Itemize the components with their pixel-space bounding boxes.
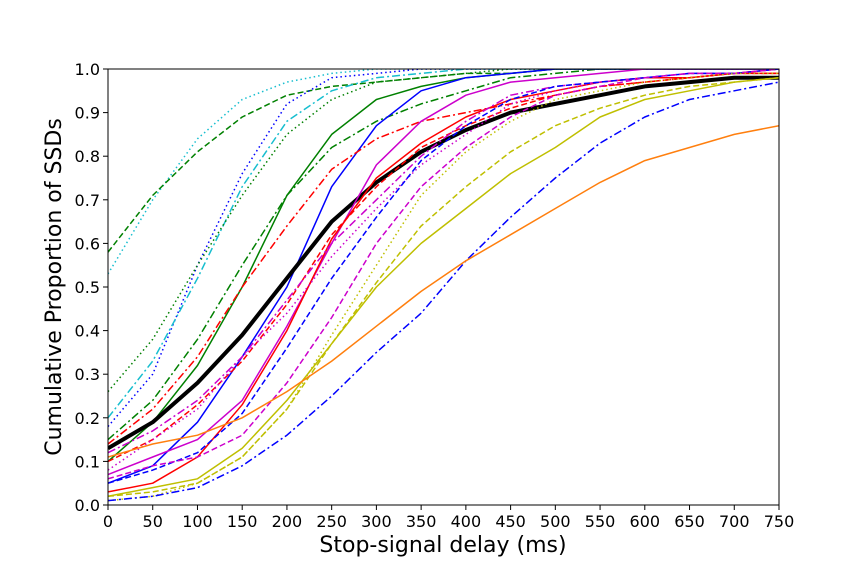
y-tick-label: 0.6 <box>75 234 100 253</box>
series-line-mean <box>108 75 779 451</box>
y-tick-label: 0.4 <box>75 322 100 341</box>
y-tick-label: 0.2 <box>75 409 100 428</box>
x-axis-title: Stop-signal delay (ms) <box>319 533 566 558</box>
y-tick-label: 0.9 <box>75 104 100 123</box>
series-line-7 <box>108 69 779 441</box>
x-tick-label: 50 <box>143 512 163 531</box>
y-axis: 0.0 0.1 0.2 0.3 0.4 0.5 0.6 0.7 0.8 0.9 1.0 <box>75 60 108 515</box>
y-tick-label: 1.0 <box>75 60 100 79</box>
x-tick-label: 250 <box>316 512 347 531</box>
y-axis-title: Cumulative Proportion of SSDs <box>42 118 67 456</box>
x-tick-label: 550 <box>585 512 616 531</box>
series-line-11 <box>108 69 779 476</box>
series-line-5 <box>108 69 779 393</box>
series-layer <box>108 69 779 502</box>
x-axis: 0 50 100 150 200 250 300 350 400 450 500 550 600 650 7… <box>103 505 794 531</box>
series-line-4 <box>108 69 779 419</box>
x-tick-label: 450 <box>495 512 526 531</box>
y-tick-label: 0.0 <box>75 496 100 515</box>
x-tick-label: 750 <box>764 512 795 531</box>
x-tick-label: 400 <box>451 512 482 531</box>
y-tick-label: 0.5 <box>75 278 100 297</box>
x-tick-label: 350 <box>406 512 437 531</box>
series-line-17 <box>108 69 779 480</box>
series-line-19 <box>108 76 779 498</box>
x-tick-label: 200 <box>272 512 303 531</box>
series-line-6 <box>108 69 779 462</box>
series-line-12 <box>108 72 779 493</box>
series-line-13 <box>108 72 779 463</box>
x-tick-label: 150 <box>227 512 258 531</box>
series-line-20 <box>108 76 779 498</box>
x-tick-label: 100 <box>182 512 213 531</box>
x-tick-label: 700 <box>719 512 750 531</box>
series-line-14 <box>108 69 779 454</box>
x-tick-label: 0 <box>103 512 113 531</box>
x-tick-label: 650 <box>674 512 705 531</box>
series-line-21 <box>108 81 779 502</box>
series-line-22 <box>108 124 779 458</box>
y-tick-label: 0.1 <box>75 452 100 471</box>
series-line-8 <box>108 69 779 484</box>
y-tick-label: 0.3 <box>75 365 100 384</box>
series-line-18 <box>108 72 779 502</box>
y-tick-label: 0.7 <box>75 191 100 210</box>
x-tick-label: 300 <box>361 512 392 531</box>
x-tick-label: 500 <box>540 512 571 531</box>
y-tick-label: 0.8 <box>75 147 100 166</box>
plot-area <box>108 69 779 505</box>
x-tick-label: 600 <box>630 512 661 531</box>
